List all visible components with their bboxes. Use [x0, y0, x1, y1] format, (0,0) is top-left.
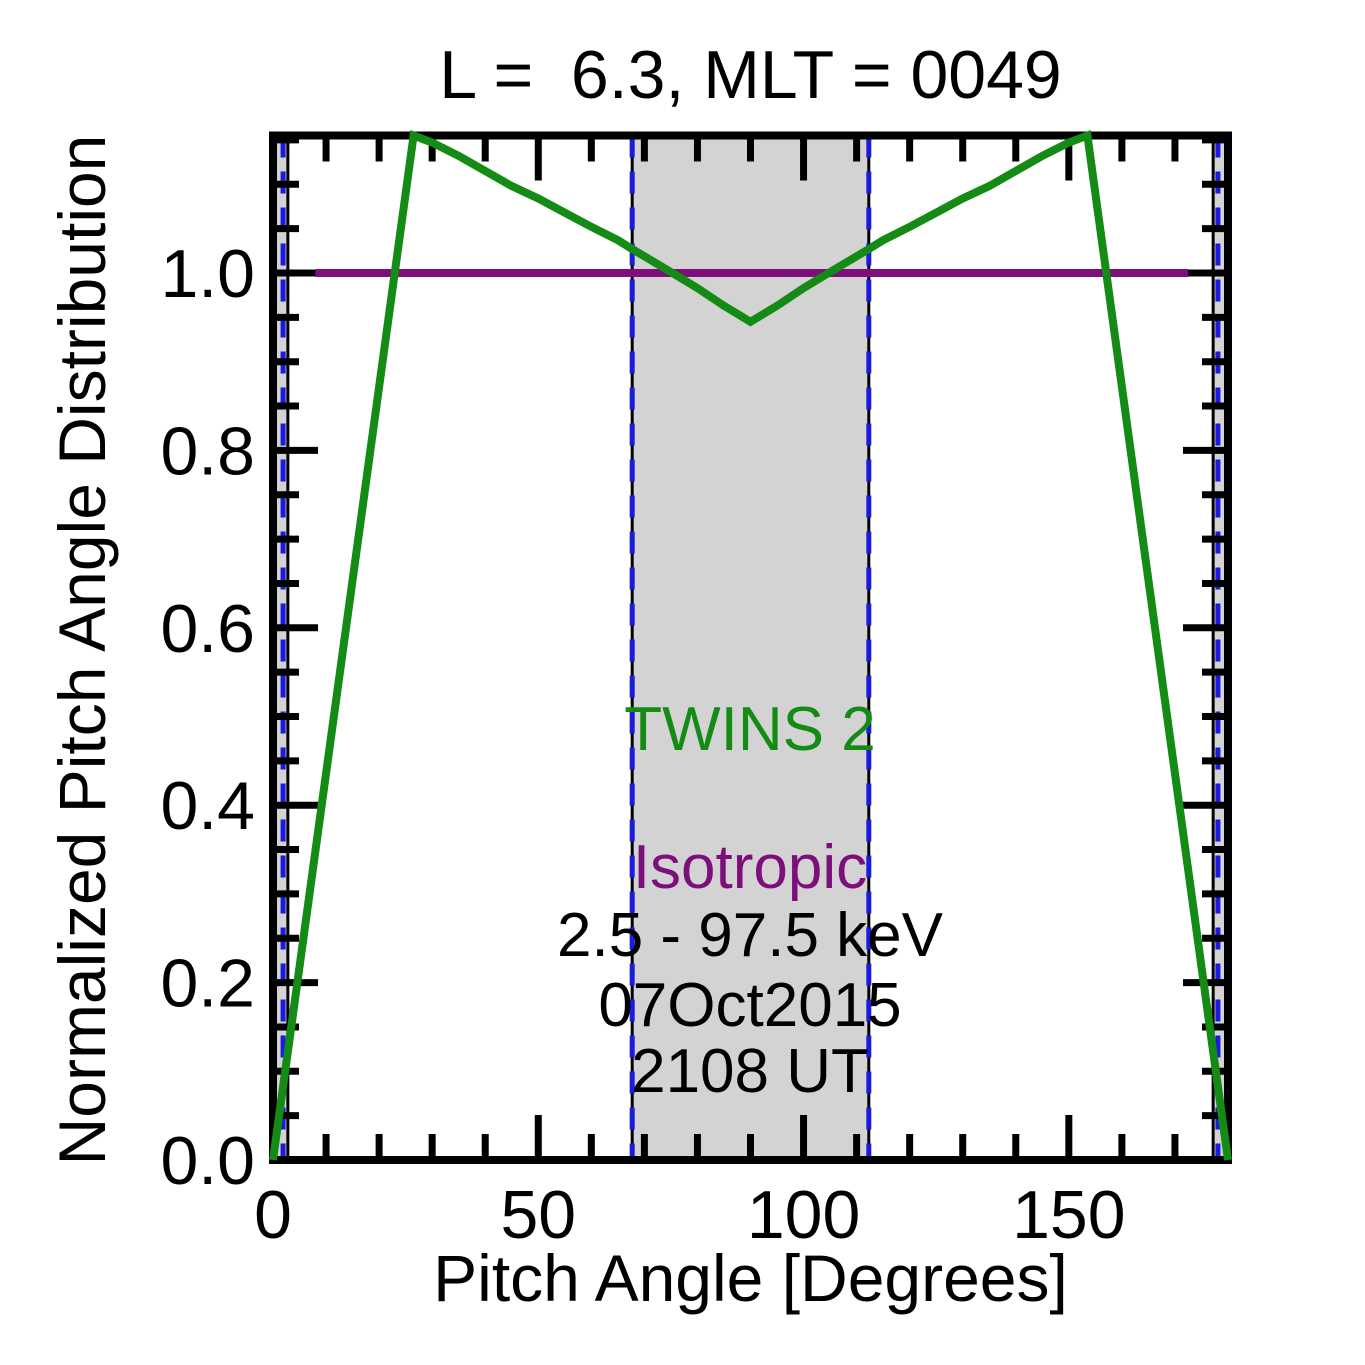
y-tick-label: 0.4: [160, 768, 255, 844]
series-twins-2: [269, 129, 1232, 1161]
y-tick-label: 0.0: [160, 1123, 255, 1199]
series-label-twins2: TWINS 2: [624, 695, 876, 764]
shaded-region: [632, 135, 869, 1160]
x-tick-label: 100: [747, 1177, 860, 1253]
annotation-energy-range: 2.5 - 97.5 keV: [556, 901, 944, 970]
annotation-date: 07Oct2015: [598, 971, 902, 1040]
x-tick-label: 0: [254, 1177, 292, 1253]
y-axis-title: Normalized Pitch Angle Distribution: [45, 134, 119, 1166]
y-tick-label: 1.0: [160, 236, 255, 312]
x-tick-label: 150: [1012, 1177, 1125, 1253]
annotation-time: 2108 UT: [631, 1037, 869, 1106]
y-tick-label: 0.6: [160, 591, 255, 667]
x-axis-title: Pitch Angle [Degrees]: [433, 1241, 1068, 1315]
axes-frame: [269, 131, 1232, 1164]
y-tick-label: 0.8: [160, 413, 255, 489]
series-label-isotropic: Isotropic: [632, 833, 868, 902]
chart-title: L = 6.3, MLT = 0049: [439, 37, 1062, 113]
y-tick-label: 0.2: [160, 946, 255, 1022]
x-tick-label: 50: [500, 1177, 576, 1253]
